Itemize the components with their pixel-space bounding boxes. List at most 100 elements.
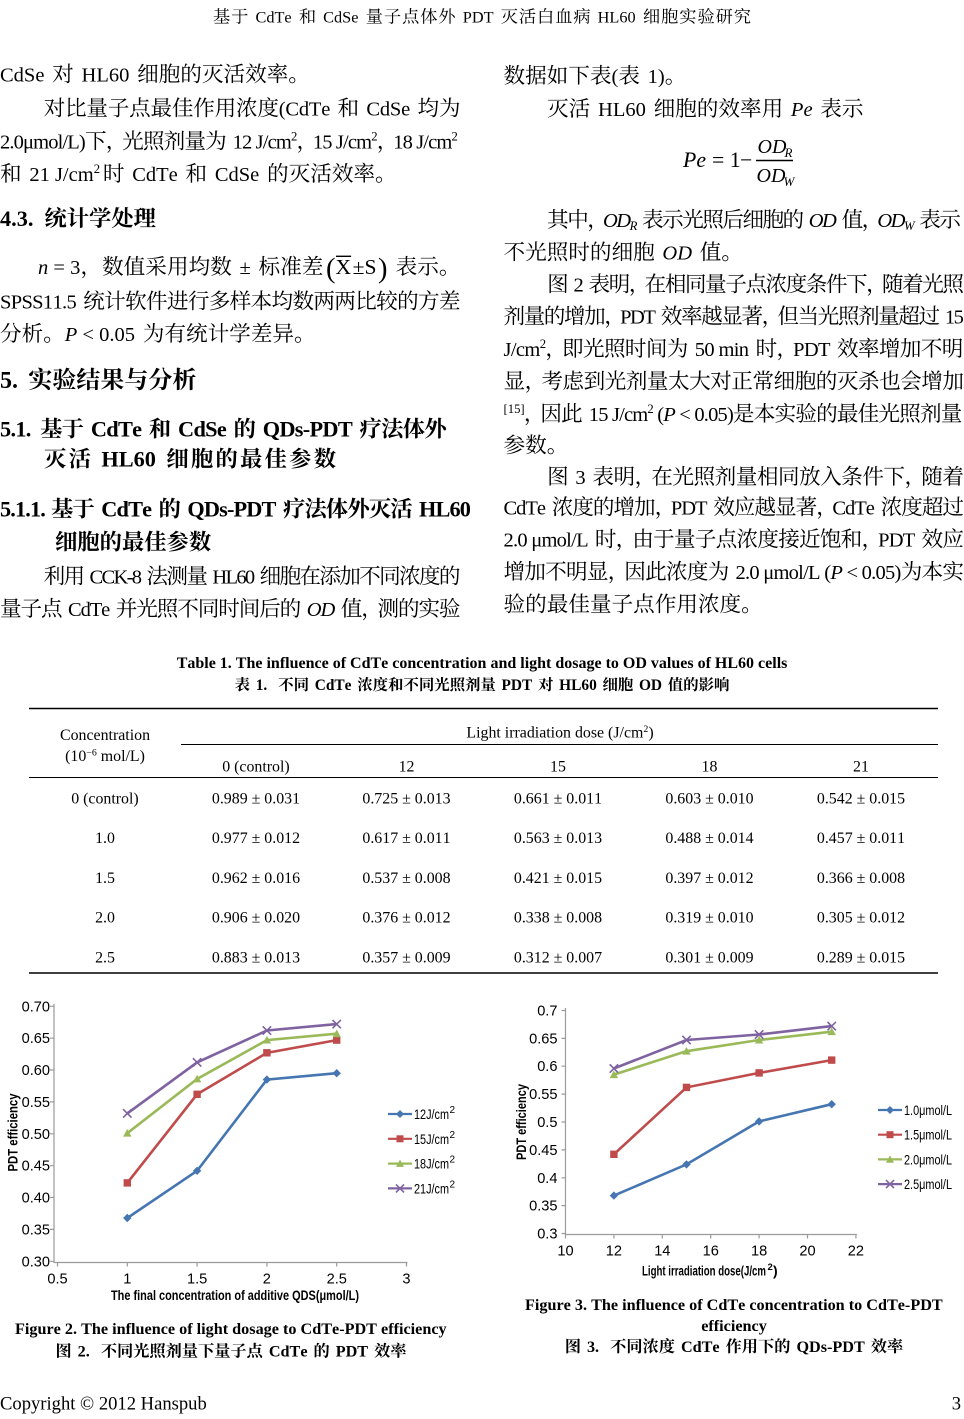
svg-text:12: 12: [399, 759, 415, 776]
svg-text:CdTe: CdTe: [127, 164, 183, 186]
svg-text:QDs-PDT: QDs-PDT: [183, 497, 281, 522]
svg-text:0 (control): 0 (control): [71, 791, 139, 808]
svg-text:[15]: [15]: [504, 402, 525, 416]
svg-text:18: 18: [751, 1244, 767, 1260]
svg-text:0.289 ± 0.015: 0.289 ± 0.015: [817, 949, 905, 966]
svg-text:(CdTe: (CdTe: [279, 99, 335, 121]
svg-text:0.542 ± 0.015: 0.542 ± 0.015: [817, 791, 905, 808]
svg-text:±: ±: [234, 257, 256, 279]
svg-text:0.977 ± 0.012: 0.977 ± 0.012: [212, 830, 300, 847]
svg-text:0.65: 0.65: [22, 1031, 50, 1047]
svg-text:0.603 ± 0.010: 0.603 ± 0.010: [665, 791, 753, 808]
svg-text:P: P: [829, 562, 842, 584]
svg-text:−6: −6: [86, 747, 97, 758]
svg-text:0.617 ± 0.011: 0.617 ± 0.011: [362, 830, 450, 847]
svg-text:Copyright © 2012 Hanspub: Copyright © 2012 Hanspub: [0, 1394, 207, 1415]
svg-text:J/cm: J/cm: [504, 339, 541, 361]
svg-text:(: (: [612, 66, 619, 88]
svg-text:CdTe: CdTe: [251, 8, 295, 27]
svg-text:0.30: 0.30: [22, 1254, 50, 1270]
svg-text:15: 15: [941, 307, 963, 329]
svg-text:PDT: PDT: [620, 307, 658, 329]
svg-text:2.5: 2.5: [95, 949, 115, 966]
svg-text:0.6: 0.6: [537, 1059, 557, 1075]
svg-text:2: 2: [570, 275, 586, 297]
svg-text:CdTe: CdTe: [97, 497, 156, 522]
svg-text:= 1: = 1: [712, 148, 741, 172]
svg-text:0.397 ± 0.012: 0.397 ± 0.012: [665, 870, 753, 887]
svg-text:15: 15: [550, 759, 566, 776]
svg-text:0.319 ± 0.010: 0.319 ± 0.010: [665, 910, 753, 927]
svg-text:4.3.: 4.3.: [0, 206, 33, 231]
svg-text:2: 2: [768, 1262, 773, 1273]
svg-text:0.488 ± 0.014: 0.488 ± 0.014: [665, 830, 753, 847]
svg-text:0.312 ± 0.007: 0.312 ± 0.007: [514, 949, 602, 966]
svg-text:0.661 ± 0.011: 0.661 ± 0.011: [514, 791, 602, 808]
svg-text:< 0.05): < 0.05): [675, 404, 733, 426]
svg-text:12 J/cm: 12 J/cm: [228, 132, 291, 154]
svg-text:): ): [773, 1263, 778, 1279]
svg-text:1.0: 1.0: [95, 830, 115, 847]
svg-text:PDT: PDT: [459, 8, 498, 27]
svg-text:0.3: 0.3: [537, 1227, 557, 1243]
svg-text:0.305 ± 0.012: 0.305 ± 0.012: [817, 910, 905, 927]
svg-text:HL60: HL60: [209, 567, 257, 589]
svg-text:2: 2: [94, 162, 100, 176]
svg-text:0.40: 0.40: [22, 1191, 50, 1207]
svg-text:12J/cm: 12J/cm: [414, 1107, 449, 1123]
svg-text:HL60: HL60: [555, 677, 600, 694]
svg-text:0.725 ± 0.013: 0.725 ± 0.013: [362, 791, 450, 808]
svg-text:1.: 1.: [252, 677, 268, 694]
svg-text:Pe: Pe: [786, 99, 818, 121]
svg-text:CdSe: CdSe: [173, 417, 231, 442]
svg-text:PDT efficiency: PDT efficiency: [513, 1084, 529, 1160]
svg-text:< 0.05): < 0.05): [842, 562, 901, 584]
svg-text:R: R: [784, 145, 793, 160]
svg-text:OD: OD: [303, 599, 338, 621]
svg-text:PDT efficiency: PDT efficiency: [5, 1093, 21, 1171]
svg-text:5.1.1.: 5.1.1.: [0, 497, 45, 522]
svg-text:CdTe: CdTe: [265, 1343, 312, 1361]
svg-text:HL60: HL60: [76, 65, 134, 87]
svg-text:2: 2: [450, 1105, 456, 1116]
svg-text:2.0 μmol/L: 2.0 μmol/L: [504, 530, 593, 552]
svg-text:CCK-8: CCK-8: [86, 567, 144, 589]
svg-text:0.338 ± 0.008: 0.338 ± 0.008: [514, 910, 602, 927]
svg-text:CdSe: CdSe: [210, 164, 265, 186]
svg-text:0.55: 0.55: [529, 1087, 557, 1103]
svg-text:0.5: 0.5: [537, 1115, 557, 1131]
svg-text:P: P: [662, 404, 675, 426]
svg-text:Light irradiation dose(J/cm: Light irradiation dose(J/cm: [642, 1263, 766, 1279]
svg-text:0.65: 0.65: [529, 1031, 557, 1047]
svg-text:1.5: 1.5: [95, 870, 115, 887]
svg-text:15 J/cm: 15 J/cm: [585, 404, 649, 426]
svg-text:1.5: 1.5: [187, 1272, 207, 1288]
svg-text:2: 2: [450, 1130, 456, 1141]
svg-text:0.35: 0.35: [22, 1222, 50, 1238]
svg-text:12: 12: [606, 1244, 622, 1260]
svg-text:0.357 ± 0.009: 0.357 ± 0.009: [362, 949, 450, 966]
svg-text:0.301 ± 0.009: 0.301 ± 0.009: [665, 949, 753, 966]
svg-text:3.: 3.: [583, 1338, 599, 1356]
svg-text:15 J/cm: 15 J/cm: [313, 132, 372, 154]
svg-text:2.0μmol/L: 2.0μmol/L: [904, 1152, 952, 1167]
svg-text:W: W: [784, 174, 796, 189]
svg-text:22: 22: [848, 1244, 864, 1260]
svg-text:0.45: 0.45: [22, 1159, 50, 1175]
svg-text:−: −: [740, 148, 752, 172]
svg-text:Figure 2. The influence of lig: Figure 2. The influence of light dosage …: [15, 1320, 447, 1338]
svg-text:10: 10: [557, 1244, 573, 1260]
svg-text:OD: OD: [877, 210, 905, 232]
svg-text:1: 1: [123, 1272, 131, 1288]
svg-text:0.60: 0.60: [22, 1063, 50, 1079]
svg-text:50 min: 50 min: [690, 339, 753, 361]
svg-text:0.906 ± 0.020: 0.906 ± 0.020: [212, 910, 300, 927]
svg-text:PDT: PDT: [498, 677, 536, 694]
svg-text:0.35: 0.35: [529, 1199, 557, 1215]
svg-text:HL60: HL60: [96, 447, 162, 472]
svg-text:HL60: HL60: [414, 497, 470, 522]
svg-text:1): 1): [643, 66, 665, 88]
svg-text:3: 3: [402, 1272, 410, 1288]
svg-text:2.: 2.: [74, 1343, 90, 1361]
svg-text:QDs-PDT: QDs-PDT: [258, 417, 357, 442]
